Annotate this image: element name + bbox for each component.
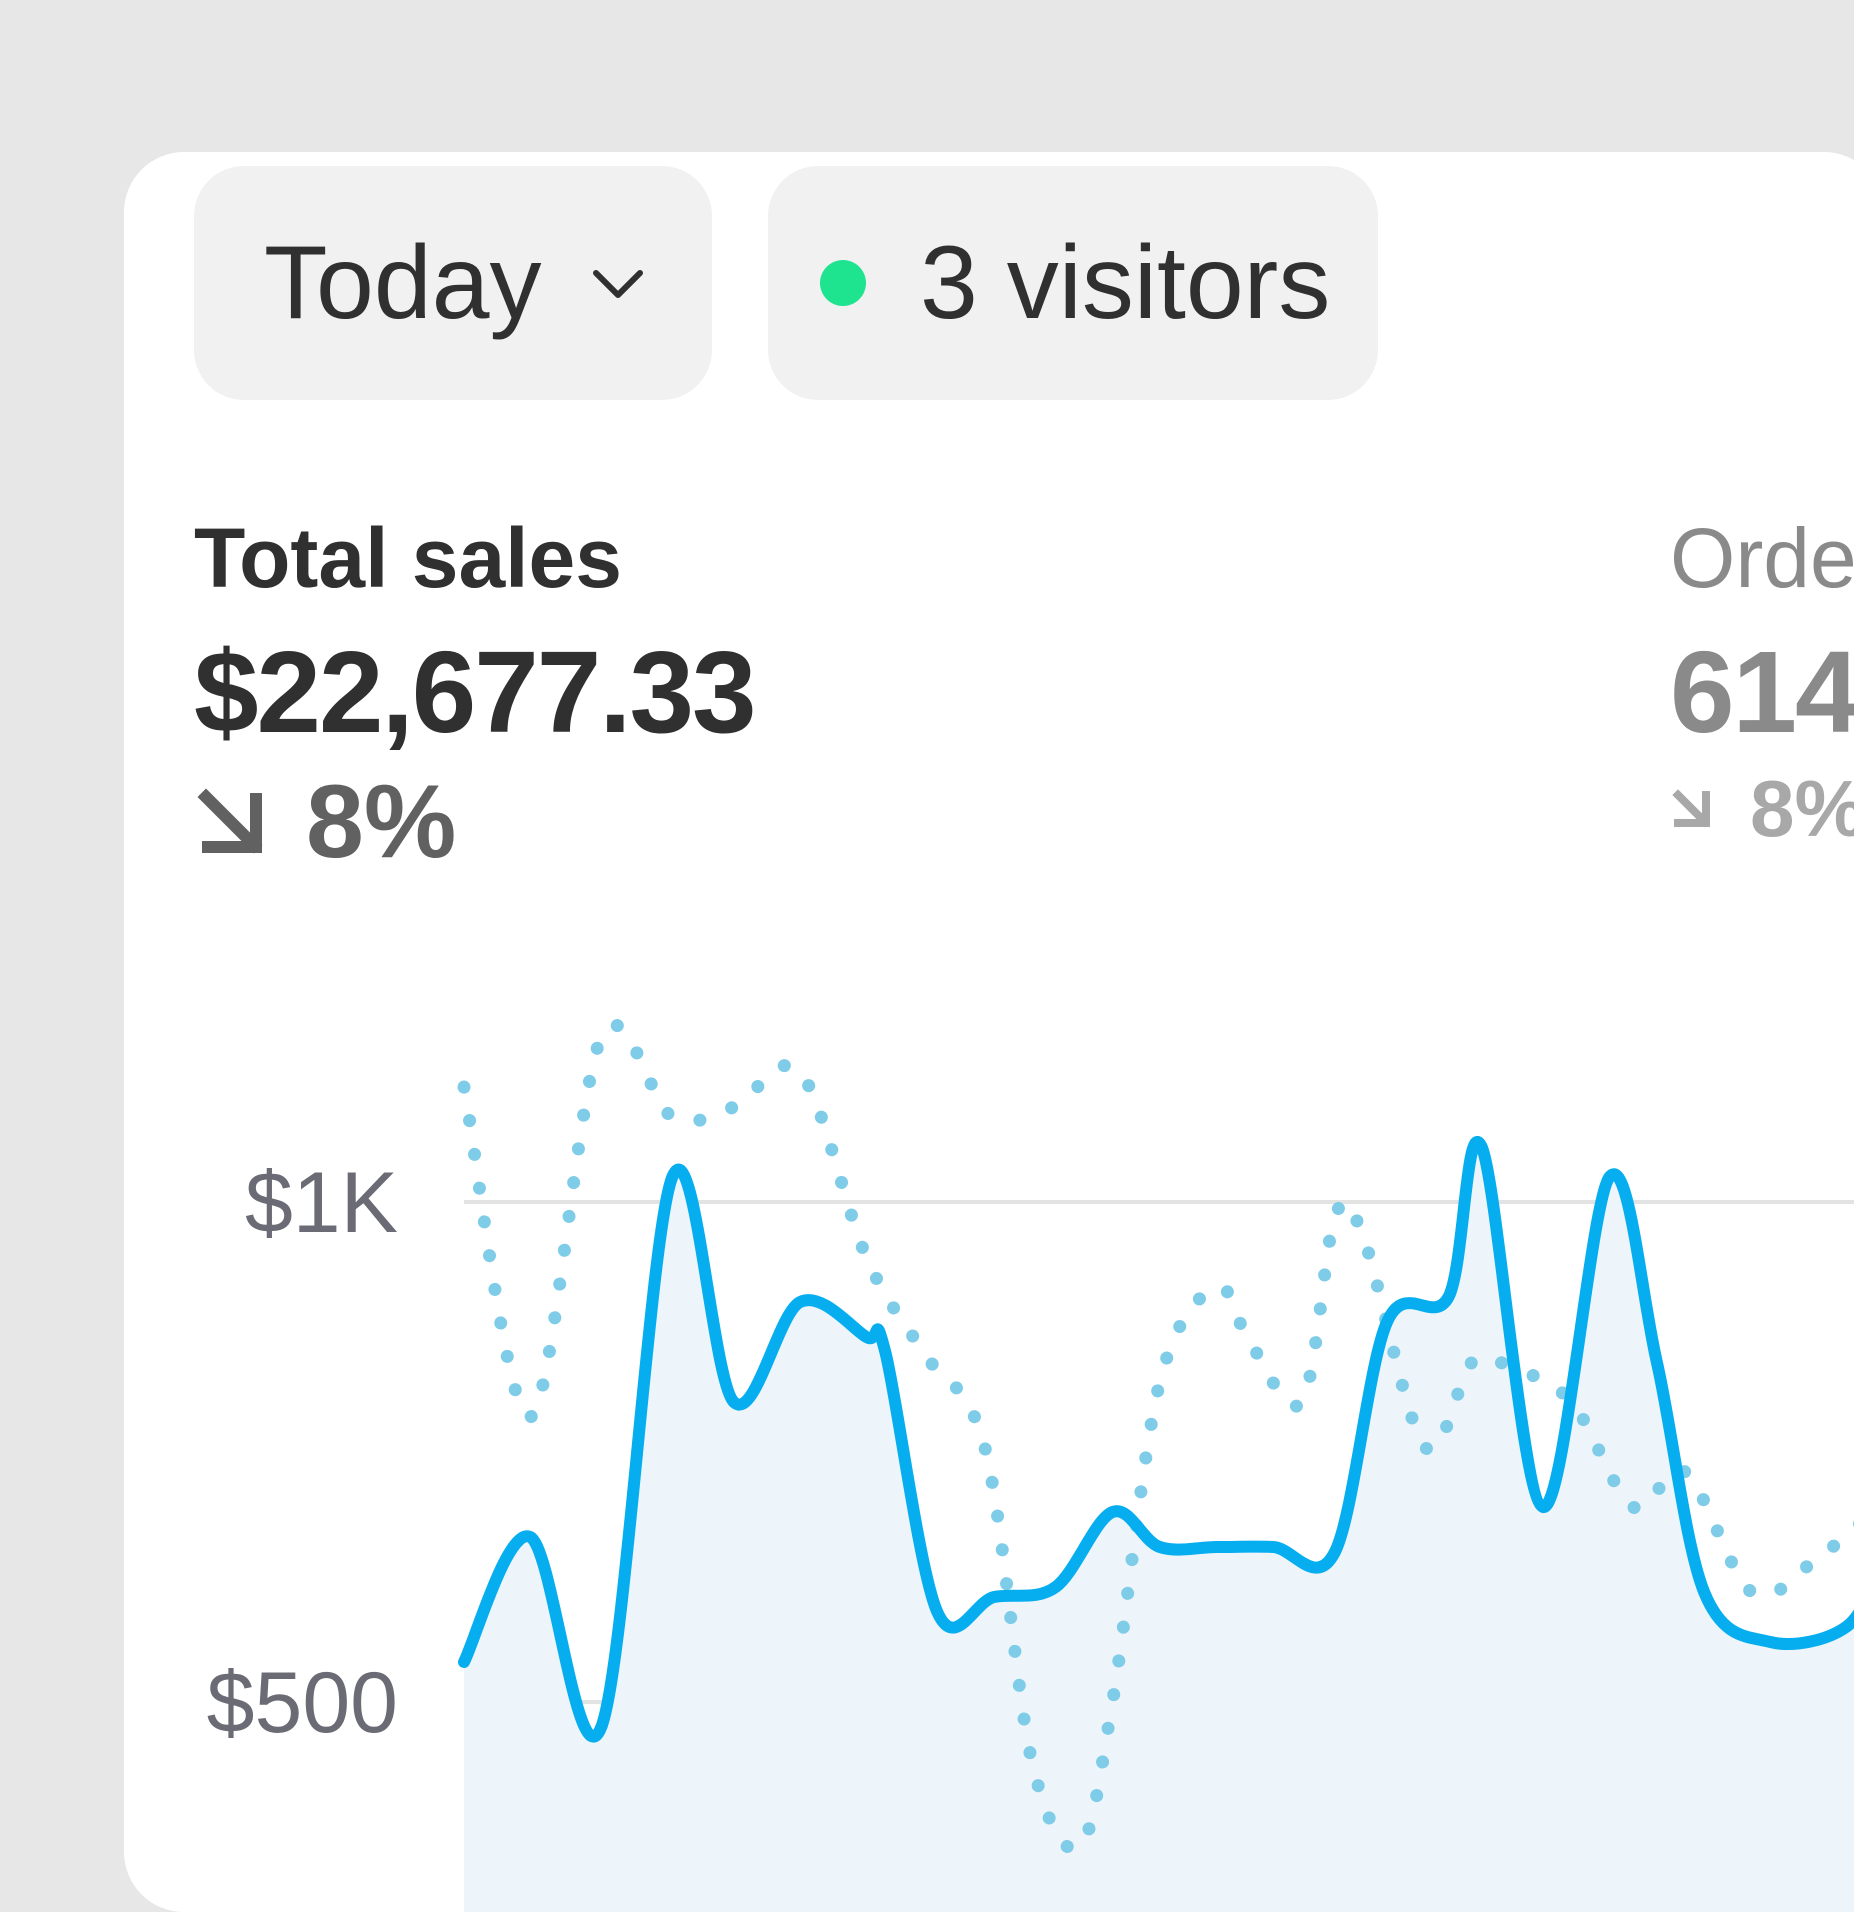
date-range-selector[interactable]: Today <box>194 166 712 400</box>
y-tick-label: $1K <box>245 1155 398 1251</box>
y-tick-label: $500 <box>207 1655 398 1751</box>
orders-change-value: 8% <box>1750 764 1854 853</box>
orders-label: Orde <box>1670 511 1854 605</box>
analytics-card: Today 3 visitors Total sales $22,677.33 … <box>124 152 1854 1912</box>
arrow-down-right-icon <box>1672 789 1710 827</box>
arrow-down-right-icon <box>197 788 263 853</box>
live-visitors-label: 3 visitors <box>920 224 1331 341</box>
orders-metric[interactable]: Orde 614 8% <box>1670 510 1854 855</box>
comparison-series-line <box>457 1018 1854 1856</box>
orders-value: 614 <box>1670 627 1854 757</box>
current-series-area <box>464 1142 1854 1912</box>
date-range-label: Today <box>264 224 542 341</box>
total-sales-value: $22,677.33 <box>194 627 757 757</box>
total-sales-label: Total sales <box>194 511 622 605</box>
current-series-line <box>458 1136 1854 1743</box>
chevron-down-icon <box>592 270 643 298</box>
live-dot-icon <box>820 260 866 306</box>
total-sales-change: 8% <box>194 763 755 882</box>
sales-chart: $1K $500 <box>207 1018 1854 1912</box>
total-sales-change-value: 8% <box>306 764 457 880</box>
orders-change: 8% <box>1670 763 1854 855</box>
total-sales-metric[interactable]: Total sales $22,677.33 8% <box>194 510 757 882</box>
live-visitors-button[interactable]: 3 visitors <box>768 166 1378 400</box>
